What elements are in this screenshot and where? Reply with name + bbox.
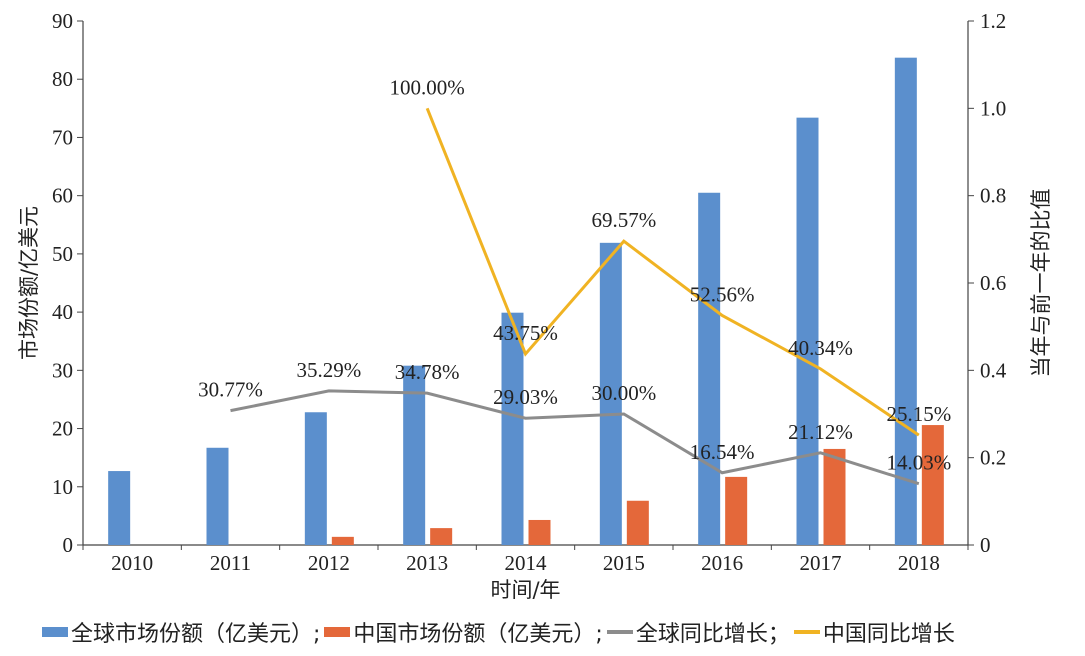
x-tick-label: 2016 — [701, 551, 743, 575]
line-china-growth — [425, 107, 920, 437]
legend-label: 全球同比增长； — [635, 622, 790, 647]
bar-2013 — [430, 528, 453, 545]
data-label: 30.77% — [198, 378, 263, 402]
bar-2016 — [698, 192, 721, 545]
data-label: 100.00% — [390, 75, 465, 99]
x-tick-label: 2012 — [308, 551, 350, 575]
bar-2013 — [403, 365, 426, 545]
left-tick-label: 70 — [52, 125, 73, 149]
data-label: 35.29% — [296, 358, 361, 382]
legend-swatch — [793, 630, 820, 634]
legend-item-global-growth: 全球同比增长； — [606, 616, 790, 648]
legend-swatch — [42, 627, 68, 637]
bar-2010 — [108, 471, 131, 545]
data-label: 21.12% — [788, 420, 853, 444]
bar-2012 — [331, 536, 354, 545]
right-tick-label: 0.8 — [980, 184, 1006, 208]
data-label: 40.34% — [788, 336, 853, 360]
combo-chart: 0 10 20 30 40 50 60 70 80 90 0 0.2 0.4 0.6 0.8 1.0 1.2 20… — [17, 9, 1053, 602]
legend-item-china-share: 中国市场份额（亿美元）; — [324, 616, 603, 648]
right-tick-label: 0.2 — [980, 446, 1006, 470]
bar-2015 — [599, 242, 622, 545]
left-axis-title: 市场份额/亿美元 — [17, 206, 41, 360]
bar-2018 — [921, 425, 944, 545]
x-axis-title: 时间/年 — [490, 578, 560, 602]
right-tick-label: 0 — [980, 533, 991, 557]
data-label: 30.00% — [591, 381, 656, 405]
left-tick-label: 60 — [52, 184, 73, 208]
data-label: 16.54% — [690, 440, 755, 464]
left-tick-label: 0 — [63, 533, 74, 557]
left-tick-label: 90 — [52, 9, 73, 33]
data-label: 34.78% — [395, 360, 460, 384]
legend-swatch — [324, 627, 351, 637]
bar-2017 — [823, 448, 846, 545]
x-tick-label: 2011 — [210, 551, 251, 575]
left-tick-label: 50 — [52, 242, 73, 266]
right-tick-label: 1.2 — [980, 9, 1006, 33]
right-tick-label: 0.4 — [980, 358, 1007, 382]
bar-2014 — [501, 312, 524, 545]
right-axis-title: 当年与前一年的比值 — [1029, 189, 1053, 378]
legend-item-china-growth: 中国同比增长 — [793, 616, 955, 648]
legend-label: 中国市场份额（亿美元）; — [353, 622, 603, 647]
left-tick-label: 20 — [52, 417, 73, 441]
left-tick-label: 30 — [52, 358, 73, 382]
right-tick-label: 0.6 — [980, 271, 1006, 295]
bar-2011 — [206, 447, 229, 545]
x-tick-label: 2017 — [800, 551, 842, 575]
data-label: 43.75% — [493, 321, 558, 345]
bar-2016 — [725, 476, 748, 545]
data-label: 29.03% — [493, 385, 558, 409]
data-label: 52.56% — [690, 282, 755, 306]
legend: 全球市场份额（亿美元）; 中国市场份额（亿美元）; 全球同比增长； 中国同比增长 — [42, 616, 959, 648]
left-tick-label: 80 — [52, 67, 73, 91]
bar-2012 — [304, 412, 327, 545]
bar-2014 — [528, 519, 551, 545]
x-tick-label: 2018 — [898, 551, 940, 575]
data-label: 25.15% — [886, 402, 951, 426]
bar-2015 — [626, 500, 649, 545]
data-label: 14.03% — [886, 451, 951, 475]
x-tick-label: 2015 — [603, 551, 645, 575]
data-label: 69.57% — [591, 208, 656, 232]
x-tick-label: 2013 — [406, 551, 448, 575]
x-tick-label: 2010 — [111, 551, 153, 575]
left-tick-label: 40 — [52, 300, 73, 324]
legend-label: 中国同比增长 — [822, 622, 955, 647]
legend-label: 全球市场份额（亿美元）; — [71, 622, 321, 647]
legend-item-global-share: 全球市场份额（亿美元）; — [42, 616, 320, 648]
x-tick-label: 2014 — [505, 551, 548, 575]
bar-2017 — [796, 117, 819, 545]
legend-swatch — [606, 630, 633, 634]
line-global-growth — [230, 389, 920, 486]
left-tick-label: 10 — [52, 475, 73, 499]
right-tick-label: 1.0 — [980, 96, 1006, 120]
